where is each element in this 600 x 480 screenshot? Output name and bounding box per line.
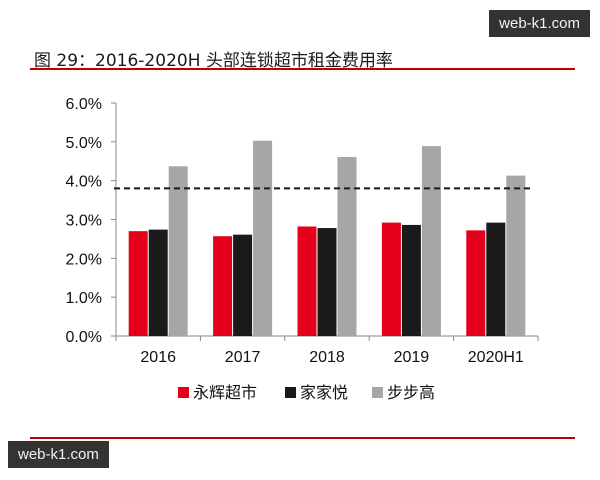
- x-tick-label: 2019: [394, 349, 430, 366]
- x-tick-label: 2017: [225, 349, 261, 366]
- x-axis: 2016 2017 2018 2019 2020H1: [115, 335, 539, 366]
- bar: [148, 229, 168, 336]
- bar: [253, 140, 273, 336]
- title-divider: [30, 68, 575, 70]
- y-tick-label: 5.0%: [66, 135, 102, 152]
- bar: [317, 228, 337, 336]
- bar: [421, 146, 441, 336]
- bar: [233, 234, 253, 336]
- y-tick-label: 1.0%: [66, 290, 102, 307]
- chart-legend: 永辉超市 家家悦 步步高: [178, 384, 435, 402]
- y-tick-label: 3.0%: [66, 213, 102, 230]
- chart-title: 图 29：2016-2020H 头部连锁超市租金费用率: [34, 51, 393, 71]
- bar: [337, 156, 357, 336]
- y-tick-label: 4.0%: [66, 174, 102, 191]
- bar-series: [128, 140, 526, 336]
- watermark: web-k1.com: [489, 10, 590, 37]
- legend-label: 家家悦: [300, 384, 348, 402]
- legend-swatch: [178, 387, 189, 398]
- footer-divider: [30, 437, 575, 439]
- bar: [401, 224, 421, 336]
- bar: [168, 166, 188, 336]
- y-axis: 0.0% 1.0% 2.0% 3.0% 4.0% 5.0% 6.0%: [66, 96, 117, 346]
- bar: [466, 230, 486, 336]
- bar: [297, 226, 317, 336]
- legend-label: 步步高: [387, 384, 435, 402]
- bar: [506, 175, 526, 336]
- bar: [128, 231, 148, 336]
- legend-label: 永辉超市: [193, 384, 257, 402]
- x-tick-label: 2016: [140, 349, 176, 366]
- legend-swatch: [285, 387, 296, 398]
- x-tick-label: 2018: [309, 349, 345, 366]
- x-tick-label: 2020H1: [468, 349, 524, 366]
- y-tick-label: 0.0%: [66, 329, 102, 346]
- bar: [486, 222, 506, 336]
- watermark: web-k1.com: [8, 441, 109, 468]
- bar: [213, 236, 233, 336]
- y-tick-label: 2.0%: [66, 251, 102, 268]
- legend-swatch: [372, 387, 383, 398]
- y-tick-label: 6.0%: [66, 96, 102, 113]
- bar: [381, 222, 401, 336]
